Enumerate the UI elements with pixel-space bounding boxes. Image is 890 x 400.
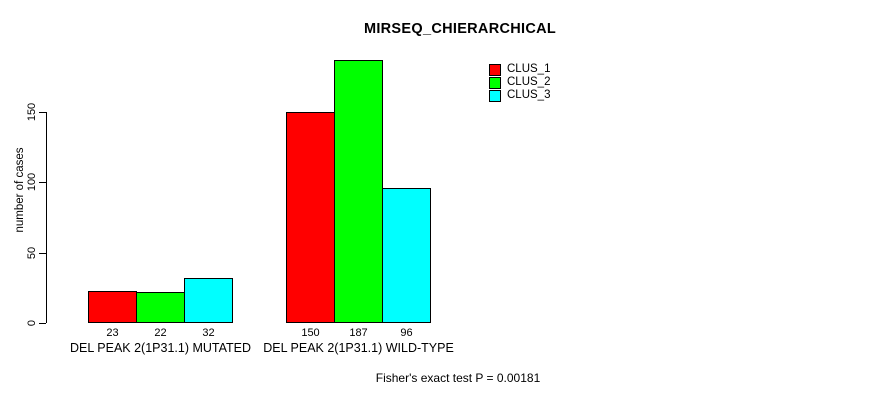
legend-item-clus_1: CLUS_1 (489, 63, 550, 76)
bar-value-label: 22 (154, 327, 167, 339)
bar-clus_1-cat1 (286, 112, 335, 323)
annotation-pvalue: Fisher's exact test P = 0.00181 (375, 371, 541, 385)
legend-swatch-clus_2 (489, 76, 501, 89)
y-axis-tick (39, 323, 46, 324)
y-axis-tick (39, 182, 46, 184)
bar-clus_3-cat1 (382, 188, 431, 323)
bar-value-label: 150 (301, 327, 320, 339)
y-axis-tick-label: 100 (26, 173, 38, 192)
bar-value-label: 96 (400, 327, 413, 339)
legend-label: CLUS_3 (507, 89, 551, 101)
x-category-label: DEL PEAK 2(1P31.1) MUTATED (69, 341, 252, 355)
y-axis-tick-label: 150 (26, 102, 38, 122)
bar-value-label: 32 (202, 327, 215, 339)
y-axis-tick (39, 252, 46, 254)
legend-label: CLUS_1 (507, 63, 551, 75)
bar-value-label: 23 (106, 327, 119, 339)
bar-clus_1-cat0 (88, 291, 137, 323)
legend-item-clus_2: CLUS_2 (489, 76, 550, 89)
y-axis-title: number of cases (14, 147, 26, 233)
legend-swatch-clus_3 (489, 89, 501, 102)
x-category-label: DEL PEAK 2(1P31.1) WILD-TYPE (263, 341, 454, 355)
bar-clus_3-cat0 (184, 278, 233, 323)
y-axis-tick-label: 0 (26, 319, 38, 327)
legend: CLUS_1 CLUS_2 CLUS_3 (489, 63, 550, 102)
y-axis-tick-label: 50 (26, 246, 38, 259)
legend-swatch-clus_1 (489, 63, 501, 76)
y-axis-line (46, 112, 47, 323)
y-axis-tick (39, 112, 46, 113)
bar-value-label: 187 (349, 327, 368, 339)
legend-label: CLUS_2 (507, 76, 551, 88)
chart-title: MIRSEQ_CHIERARCHICAL (363, 21, 557, 37)
bar-clus_2-cat0 (136, 292, 185, 323)
legend-item-clus_3: CLUS_3 (489, 89, 550, 102)
bar-clus_2-cat1 (334, 60, 383, 323)
